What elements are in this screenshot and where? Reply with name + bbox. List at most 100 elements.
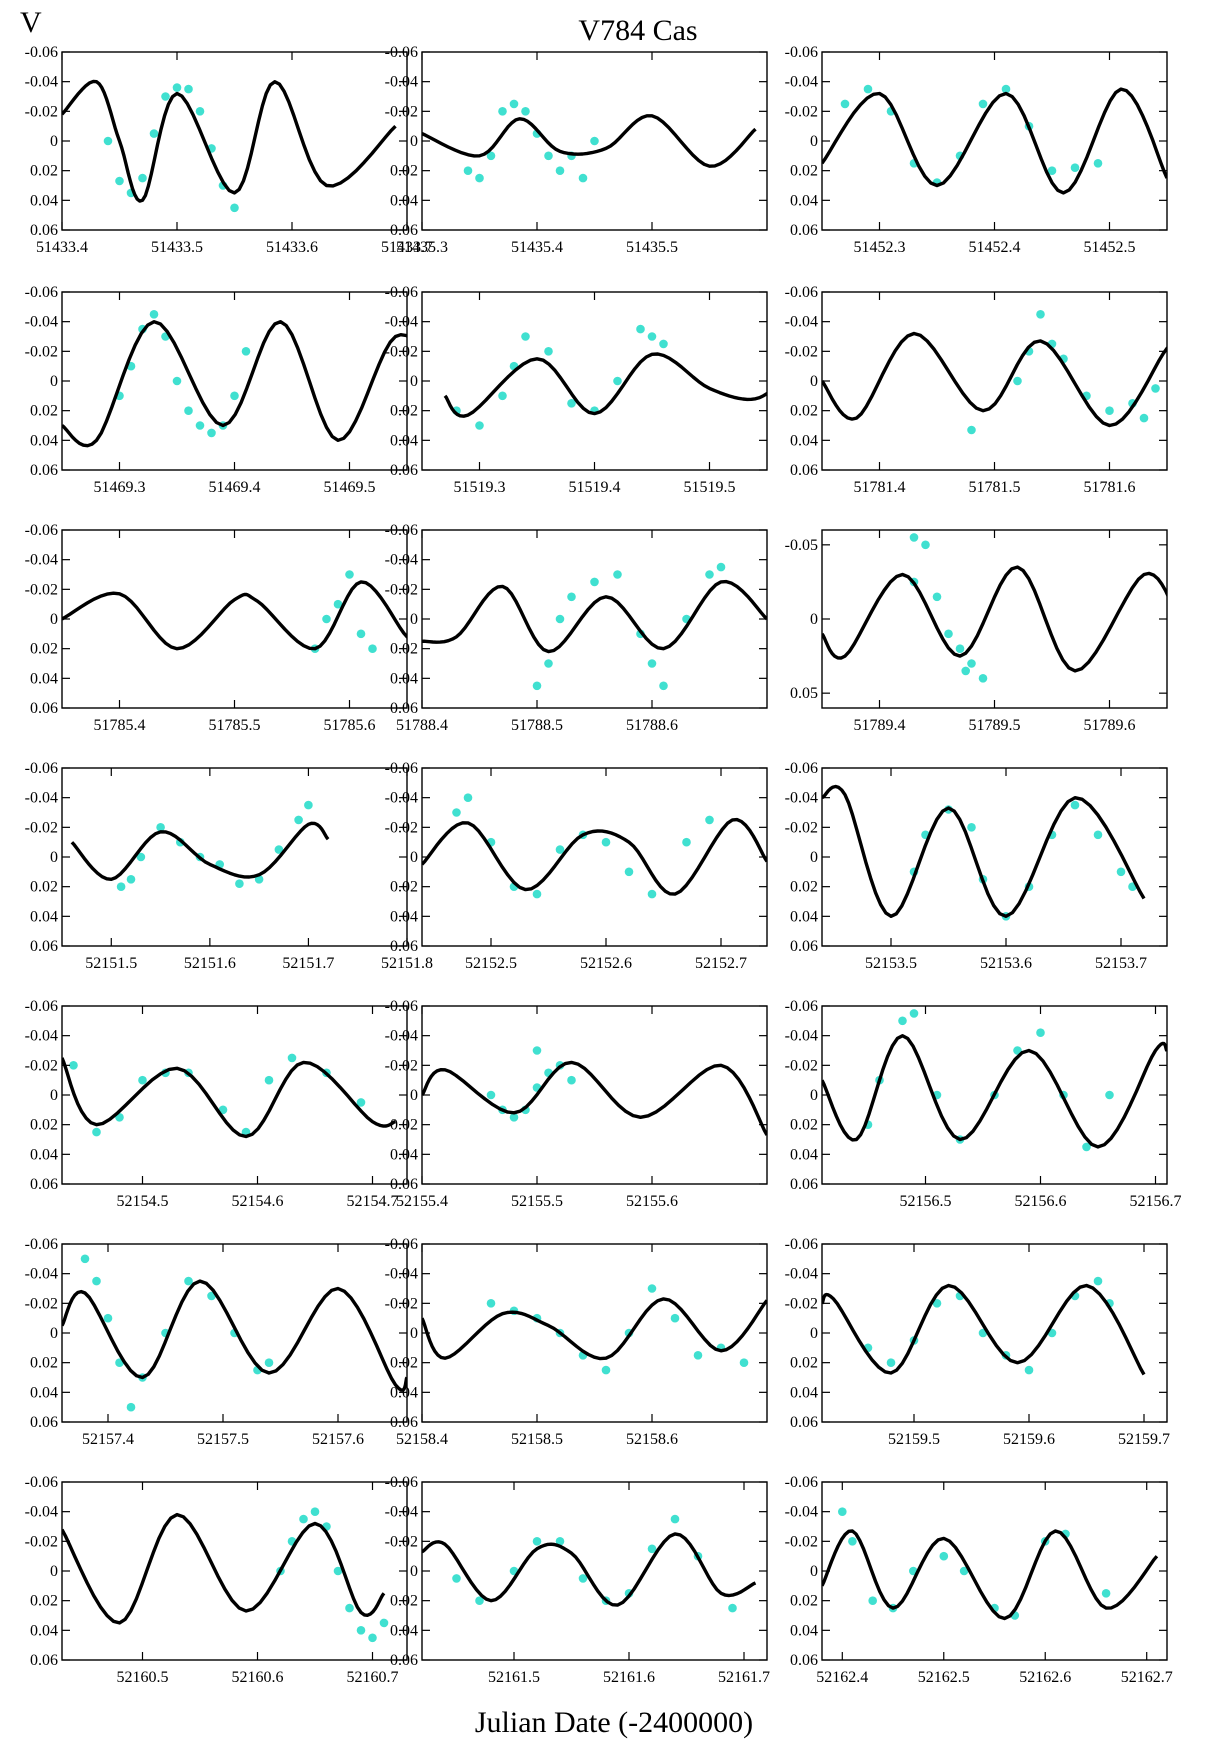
plot-area [70, 800, 330, 891]
model-curve [822, 331, 1167, 428]
model-curve [822, 784, 1146, 918]
observation-point [1036, 1028, 1045, 1037]
y-tick-label: -0.04 [385, 1028, 418, 1045]
y-tick-label: 0.06 [790, 222, 818, 239]
y-tick-label: 0.04 [790, 1622, 818, 1639]
model-curve [422, 1060, 767, 1136]
y-tick-label: -0.02 [785, 343, 818, 360]
x-tick-label: 52156.6 [1015, 1193, 1067, 1210]
plot-area [62, 570, 407, 653]
observation-point [116, 882, 126, 891]
panel-frame [61, 291, 408, 471]
observation-point [80, 1254, 90, 1264]
x-tick-label: 52155.5 [511, 1193, 563, 1210]
y-tick-label: 0.04 [790, 908, 818, 925]
y-tick-label: -0.04 [385, 790, 418, 807]
y-tick-label: -0.02 [385, 1057, 418, 1074]
observation-point [590, 136, 599, 146]
observation-point [728, 1603, 737, 1613]
x-tick-label: 52159.7 [1118, 1431, 1170, 1448]
y-tick-label: 0.06 [790, 1652, 818, 1669]
y-tick-label: 0 [810, 133, 818, 150]
light-curve-panel-12: -0.06 -0.04 -0.02 0 0.02 0.04 0.06 52153.5 52153… [785, 760, 1168, 972]
observation-point [544, 659, 553, 668]
y-tick-label: 0.06 [390, 462, 418, 479]
model-curve [62, 580, 407, 651]
y-tick-label: -0.06 [25, 998, 58, 1015]
y-tick-label: -0.02 [25, 1533, 58, 1550]
observation-point [1024, 1365, 1034, 1375]
observation-point [959, 1566, 969, 1576]
observation-point [92, 1127, 101, 1137]
observation-point [967, 425, 976, 435]
x-tick-label: 52160.5 [117, 1669, 169, 1686]
model-curve [822, 1529, 1159, 1621]
observation-point [184, 1276, 193, 1286]
x-tick-label: 51785.6 [324, 717, 376, 734]
observation-point [590, 577, 599, 587]
observation-point [705, 815, 714, 825]
observation-point [333, 599, 343, 609]
y-tick-label: 0.06 [30, 462, 58, 479]
observation-point [368, 644, 377, 653]
x-tick-label: 51781.6 [1084, 479, 1136, 496]
y-tick-label: 0.02 [30, 403, 58, 420]
observation-point [659, 339, 668, 349]
observation-point [961, 666, 970, 676]
x-tick-label: 52162.6 [1019, 1669, 1071, 1686]
observation-point [264, 1075, 274, 1085]
observation-point [356, 1626, 366, 1635]
x-tick-label: 51435.4 [511, 239, 563, 256]
x-tick-label: 52159.6 [1003, 1431, 1055, 1448]
observation-point [613, 570, 622, 579]
y-tick-label: -0.02 [25, 103, 58, 120]
y-tick-label: -0.04 [385, 1266, 418, 1283]
y-tick-label: 0.05 [790, 685, 818, 702]
observation-point [521, 107, 530, 116]
observation-point [475, 421, 484, 430]
observation-point [647, 659, 657, 668]
panel-frame [421, 1005, 768, 1185]
light-curve-panel-16: -0.06 -0.04 -0.02 0 0.02 0.04 0.06 52157.4 52157… [25, 1236, 408, 1448]
light-curve-panel-7: -0.06 -0.04 -0.02 0 0.02 0.04 0.06 51785.4 51785… [25, 522, 408, 734]
y-tick-label: -0.02 [785, 103, 818, 120]
x-tick-label: 52152.5 [465, 955, 517, 972]
x-tick-label: 52152.7 [695, 955, 747, 972]
observation-point [498, 391, 507, 401]
observation-point [932, 592, 942, 602]
observation-point [939, 1551, 949, 1561]
light-curve-panel-5: -0.06 -0.04 -0.02 0 0.02 0.04 0.06 51519.3 51519… [385, 284, 768, 496]
y-tick-label: -0.04 [385, 1504, 418, 1521]
y-tick-label: 0.02 [30, 1593, 58, 1610]
observation-point [1036, 310, 1045, 319]
y-tick-label: -0.05 [785, 537, 818, 554]
plot-area [822, 84, 1167, 195]
y-tick-label: 0.02 [790, 403, 818, 420]
y-tick-label: -0.06 [785, 1474, 818, 1491]
observation-point [69, 1061, 78, 1070]
x-tick-label: 51789.6 [1084, 717, 1136, 734]
observation-point [149, 129, 159, 138]
panel-frame [421, 1481, 768, 1661]
y-tick-label: 0.06 [30, 938, 58, 955]
observation-point [921, 540, 930, 550]
y-tick-label: -0.04 [25, 1266, 58, 1283]
plot-area [62, 1053, 396, 1139]
observation-point [498, 107, 507, 116]
observation-point [207, 428, 216, 438]
observation-point [345, 1603, 354, 1613]
observation-point [274, 845, 284, 854]
y-tick-label: 0 [50, 611, 58, 628]
observation-point [452, 808, 461, 817]
y-tick-label: 0 [50, 1563, 58, 1580]
y-tick-label: -0.06 [25, 44, 58, 61]
y-tick-label: -0.06 [25, 760, 58, 777]
observation-point [486, 151, 496, 161]
observation-point [1151, 384, 1160, 393]
y-tick-label: -0.04 [25, 552, 58, 569]
observation-point [567, 399, 576, 408]
x-tick-label: 51452.3 [854, 239, 906, 256]
y-tick-label: 0 [810, 373, 818, 390]
